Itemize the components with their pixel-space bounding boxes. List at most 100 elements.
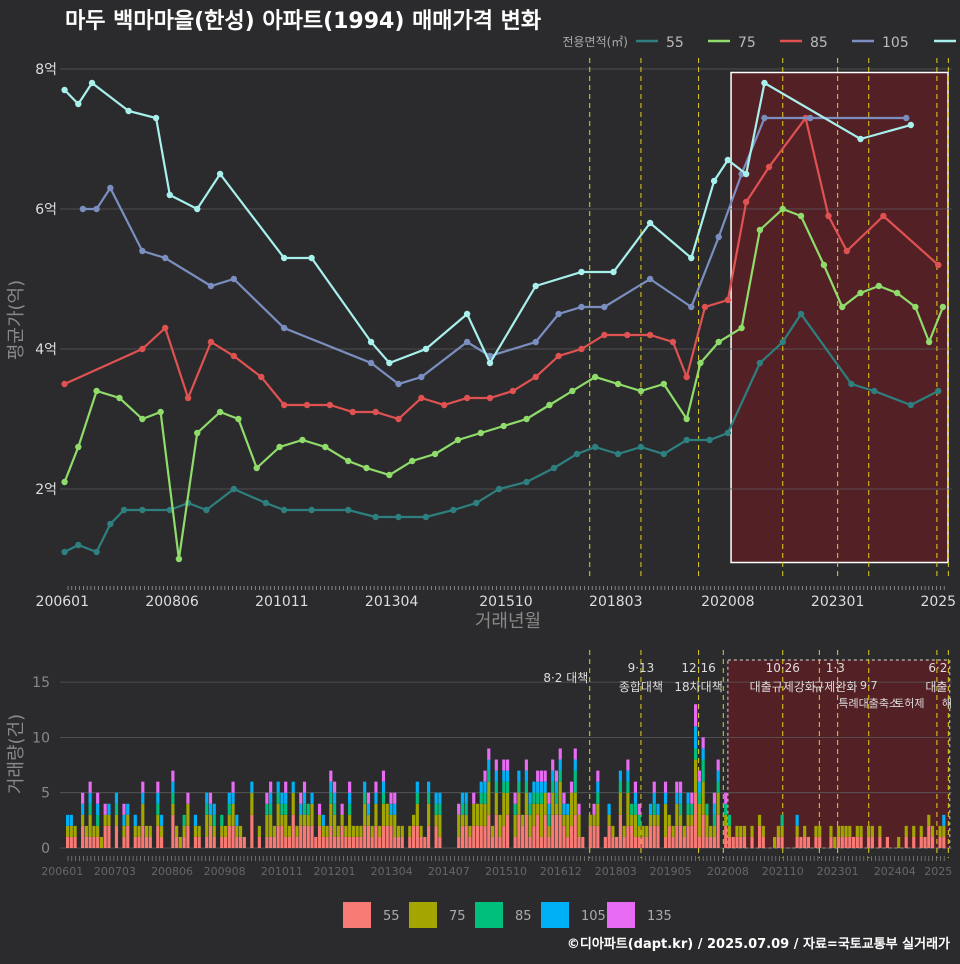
- point-75: [344, 457, 352, 465]
- point-105: [93, 205, 100, 213]
- volume-bar-75: [291, 792, 295, 815]
- volume-bar-55: [306, 825, 310, 848]
- volume-bar-75: [208, 814, 213, 826]
- volume-bar-135: [637, 803, 641, 815]
- volume-bar-55: [806, 836, 811, 848]
- volume-bar-75: [333, 814, 337, 837]
- volume-bar-135: [141, 781, 145, 793]
- series-line-105: [82, 116, 907, 386]
- volume-bar-105: [88, 792, 92, 804]
- volume-bar-75: [366, 814, 371, 826]
- volume-bar-75: [205, 814, 209, 837]
- volume-bar-85: [427, 792, 431, 804]
- y-tick-label: 8억: [35, 62, 57, 78]
- volume-bar-85: [464, 803, 468, 815]
- volume-bar-75: [566, 814, 570, 837]
- volume-bar-105: [393, 803, 397, 815]
- point-85: [701, 303, 709, 311]
- volume-bar-75: [148, 825, 152, 837]
- volume-bar-75: [678, 814, 683, 826]
- volume-bar-75: [573, 792, 577, 815]
- volume-bar-75: [569, 792, 574, 826]
- volume-bar-75: [773, 836, 777, 848]
- volume-bar-85: [690, 803, 694, 815]
- x-tick-label: 202008: [701, 594, 754, 610]
- point-135: [61, 86, 68, 94]
- volume-bar-55: [126, 825, 130, 848]
- volume-bar-75: [490, 825, 495, 837]
- point-55: [280, 506, 288, 514]
- volume-bar-105: [536, 781, 540, 793]
- volume-bar-85: [712, 814, 716, 826]
- volume-bar-85: [212, 814, 216, 826]
- volume-bar-75: [269, 814, 273, 837]
- volume-bar-55: [848, 836, 852, 848]
- legend-box-75: [409, 902, 437, 928]
- volume-bar-55: [457, 836, 461, 848]
- volume-bar-55: [235, 836, 239, 848]
- point-75: [660, 380, 668, 388]
- point-55: [724, 429, 732, 437]
- volume-bar-55: [867, 836, 871, 848]
- volume-bar-75: [547, 825, 551, 837]
- volume-bar-55: [870, 836, 874, 848]
- volume-bar-55: [671, 836, 675, 848]
- point-55: [422, 513, 430, 521]
- volume-bar-55: [250, 814, 254, 848]
- volume-bar-105: [483, 781, 487, 793]
- volume-bar-75: [325, 825, 329, 837]
- x-axis-label: 거래년월: [475, 611, 541, 632]
- point-55: [166, 506, 173, 514]
- point-85: [843, 247, 850, 255]
- volume-bar-55: [795, 836, 799, 848]
- volume-bar-55: [562, 825, 566, 848]
- volume-bar-135: [156, 781, 160, 793]
- volume-bar-75: [652, 814, 656, 826]
- point-85: [463, 394, 471, 402]
- legend-box-105: [541, 902, 569, 928]
- x-tick-label: 201803: [589, 594, 642, 610]
- point-55: [450, 506, 457, 514]
- volume-bar-55: [171, 814, 175, 848]
- volume-bar-75: [705, 814, 709, 837]
- volume-bar-75: [577, 814, 581, 837]
- highlight-box: [730, 71, 949, 564]
- point-135: [422, 345, 430, 353]
- volume-bar-75: [88, 814, 92, 837]
- volume-bar-135: [678, 781, 683, 793]
- volume-bar-55: [141, 825, 145, 848]
- volume-bar-135: [547, 792, 551, 804]
- volume-bar-75: [739, 825, 743, 837]
- volume-bar-105: [280, 792, 284, 804]
- point-135: [280, 254, 288, 262]
- point-105: [555, 310, 562, 318]
- volume-bar-75: [641, 825, 645, 837]
- volume-bar-75: [536, 803, 540, 815]
- volume-bar-55: [818, 836, 822, 848]
- volume-bar-55: [238, 836, 243, 848]
- volume-bar-135: [724, 792, 728, 804]
- volume-bar-85: [652, 803, 656, 815]
- volume-bar-75: [494, 792, 498, 815]
- volume-bar-55: [851, 836, 856, 848]
- volume-bar-55: [502, 825, 506, 848]
- volume-bar-75: [197, 825, 201, 837]
- point-85: [230, 352, 238, 360]
- legend-box-85: [475, 902, 503, 928]
- point-75: [253, 464, 260, 472]
- volume-bar-75: [302, 814, 307, 826]
- volume-bar-75: [178, 836, 182, 848]
- volume-bar-105: [276, 781, 280, 793]
- volume-bar-55: [603, 836, 607, 848]
- volume-bar-55: [709, 836, 713, 848]
- volume-bar-105: [389, 803, 393, 815]
- point-55: [139, 506, 146, 514]
- volume-bar-75: [761, 825, 765, 837]
- point-75: [839, 303, 846, 311]
- volume-bar-75: [506, 792, 510, 815]
- volume-bar-105: [694, 726, 698, 749]
- volume-bar-85: [547, 814, 551, 826]
- volume-bar-105: [299, 803, 303, 815]
- point-135: [761, 79, 768, 87]
